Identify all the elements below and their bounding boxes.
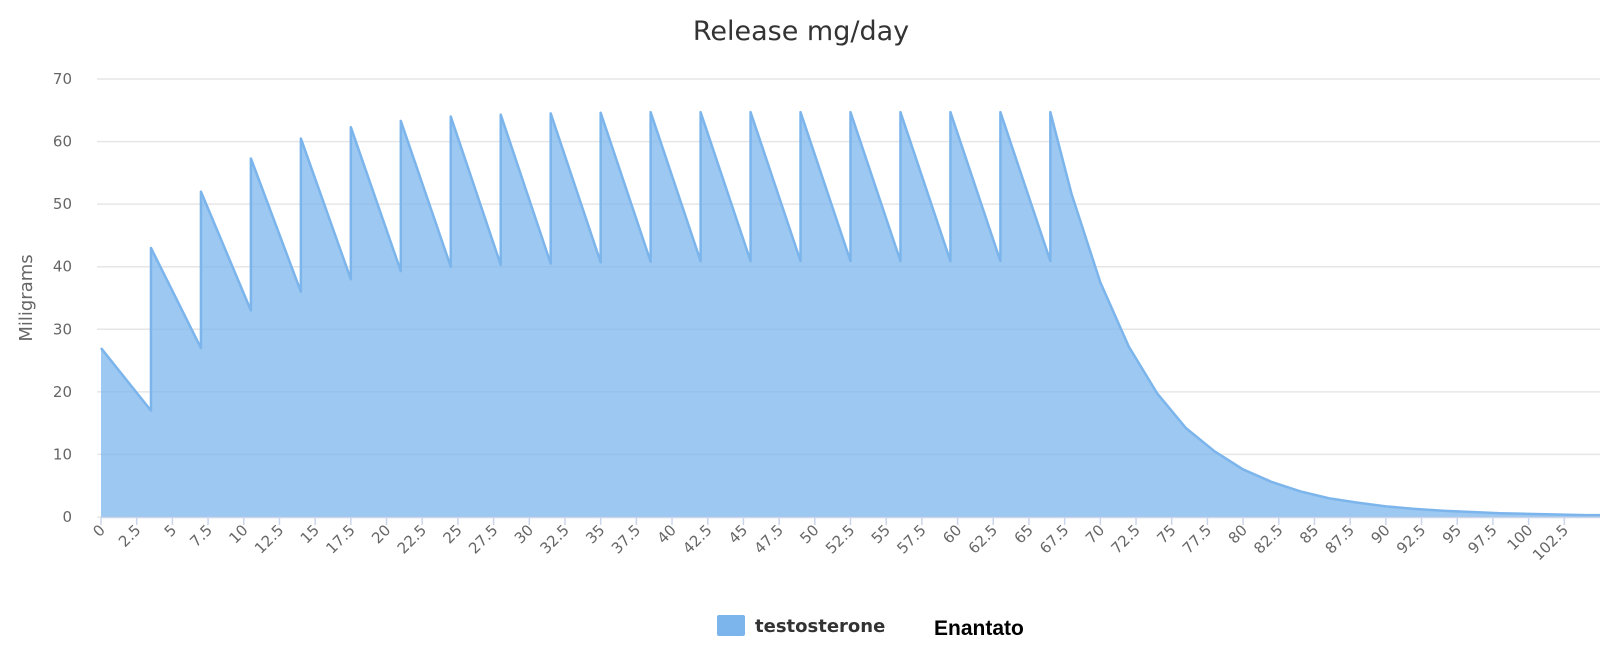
x-tick-label: 42.5 bbox=[679, 521, 715, 557]
y-tick-label: 10 bbox=[53, 445, 72, 463]
x-tick-label: 85 bbox=[1296, 521, 1322, 547]
x-tick-label: 32.5 bbox=[536, 521, 572, 557]
x-tick-label: 15 bbox=[297, 521, 323, 547]
x-tick-label: 27.5 bbox=[465, 521, 501, 557]
x-tick-label: 25 bbox=[440, 521, 466, 547]
y-tick-label: 70 bbox=[53, 70, 72, 88]
x-tick-label: 45 bbox=[725, 521, 751, 547]
x-tick-label: 47.5 bbox=[751, 521, 787, 557]
legend-swatch[interactable] bbox=[717, 615, 745, 636]
x-tick-label: 40 bbox=[654, 521, 680, 547]
x-tick-label: 22.5 bbox=[394, 521, 430, 557]
x-tick-label: 92.5 bbox=[1393, 521, 1429, 557]
x-tick-label: 97.5 bbox=[1464, 521, 1500, 557]
x-tick-label: 70 bbox=[1082, 521, 1108, 547]
x-tick-label: 82.5 bbox=[1250, 521, 1286, 557]
x-tick-label: 2.5 bbox=[115, 521, 145, 551]
x-tick-label: 55 bbox=[868, 521, 894, 547]
x-tick-label: 80 bbox=[1225, 521, 1251, 547]
plot-area bbox=[100, 110, 1600, 518]
series-line-testosterone[interactable] bbox=[100, 110, 1600, 517]
y-tick-label: 20 bbox=[53, 383, 72, 401]
x-tick-label: 62.5 bbox=[965, 521, 1001, 557]
x-tick-label: 30 bbox=[511, 521, 537, 547]
x-tick-label: 60 bbox=[939, 521, 965, 547]
x-tick-label: 10 bbox=[225, 521, 251, 547]
x-tick-label: 17.5 bbox=[322, 521, 358, 557]
x-tick-labels: 0 2.5 5 7.5 10 12.5 15 17.5 20 22.5 25 27.5 30 32.5 35… bbox=[89, 521, 1572, 564]
legend-series-label[interactable]: testosterone bbox=[755, 616, 885, 637]
x-tick-label: 75 bbox=[1153, 521, 1179, 547]
x-tick-label: 35 bbox=[582, 521, 608, 547]
x-tick-label: 72.5 bbox=[1108, 521, 1144, 557]
x-tick-label: 65 bbox=[1011, 521, 1037, 547]
y-tick-label: 60 bbox=[53, 133, 72, 151]
x-tick-label: 90 bbox=[1367, 521, 1393, 547]
x-tick-label: 7.5 bbox=[186, 521, 216, 551]
x-tick-label: 37.5 bbox=[608, 521, 644, 557]
x-tick-label: 77.5 bbox=[1179, 521, 1215, 557]
x-tick-label: 52.5 bbox=[822, 521, 858, 557]
x-tick-label: 87.5 bbox=[1322, 521, 1358, 557]
chart-title: Release mg/day bbox=[693, 16, 909, 47]
x-tick-label: 50 bbox=[796, 521, 822, 547]
y-tick-labels: 0 10 20 30 40 50 60 70 bbox=[53, 70, 72, 526]
x-tick-label: 20 bbox=[368, 521, 394, 547]
x-tick-label: 12.5 bbox=[251, 521, 287, 557]
y-axis-label: Miligrams bbox=[16, 254, 37, 341]
x-tick-label: 57.5 bbox=[893, 521, 929, 557]
y-tick-label: 0 bbox=[62, 508, 72, 526]
y-tick-label: 50 bbox=[53, 195, 72, 213]
x-tick-label: 5 bbox=[161, 521, 180, 540]
y-tick-label: 30 bbox=[53, 320, 72, 338]
x-tick-label: 0 bbox=[89, 521, 108, 540]
series-area-testosterone[interactable] bbox=[101, 112, 1600, 518]
x-tick-label: 67.5 bbox=[1036, 521, 1072, 557]
legend-suffix-label: Enantato bbox=[934, 617, 1024, 640]
x-tick-label: 102.5 bbox=[1529, 521, 1572, 564]
x-axis bbox=[100, 516, 1600, 525]
legend[interactable]: testosterone Enantato bbox=[717, 615, 1024, 640]
x-tick-label: 95 bbox=[1439, 521, 1465, 547]
y-tick-label: 40 bbox=[53, 258, 72, 276]
